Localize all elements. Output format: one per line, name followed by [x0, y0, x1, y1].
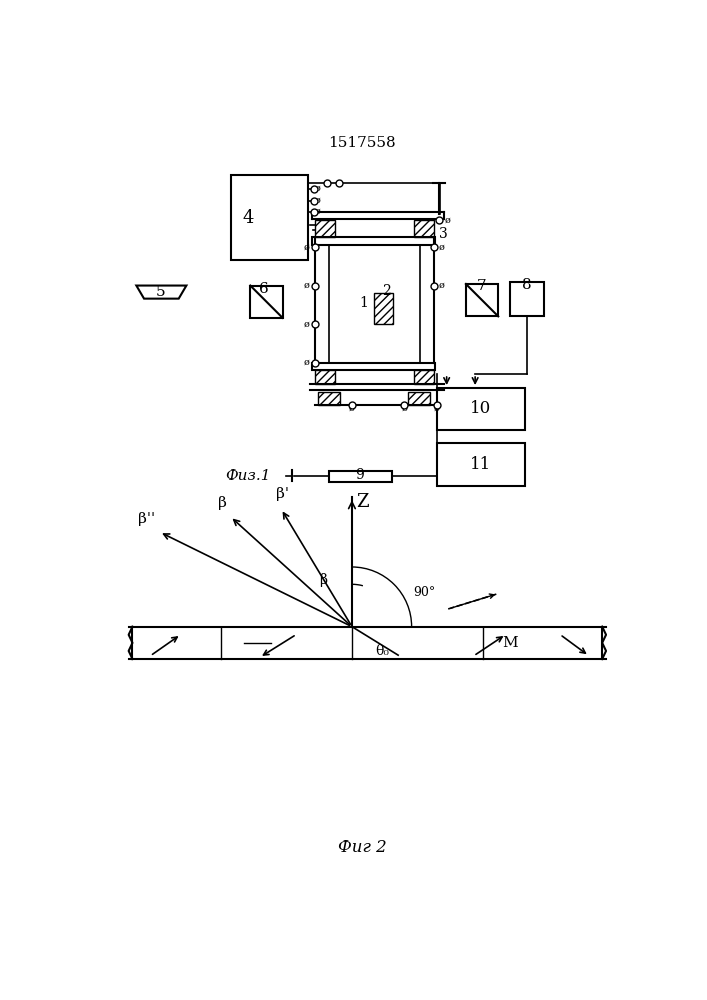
Text: 9: 9: [355, 468, 364, 482]
Text: ø: ø: [314, 184, 320, 193]
Text: 1: 1: [359, 296, 368, 310]
Text: 7: 7: [477, 279, 486, 293]
Bar: [312, 363, 435, 370]
Text: ø: ø: [314, 207, 320, 216]
Text: ø: ø: [314, 196, 320, 205]
Text: Фиг 2: Фиг 2: [337, 839, 386, 856]
Bar: [466, 284, 498, 316]
Text: 11: 11: [470, 456, 491, 473]
Text: 4: 4: [243, 209, 254, 227]
Text: 90°: 90°: [414, 586, 436, 599]
Bar: [510, 282, 544, 316]
Bar: [414, 370, 433, 384]
Bar: [437, 388, 525, 430]
Text: ø: ø: [324, 178, 329, 187]
Bar: [250, 286, 283, 318]
Text: ø: ø: [433, 403, 440, 412]
Bar: [437, 443, 525, 486]
Text: 3: 3: [439, 227, 448, 241]
Bar: [329, 471, 392, 482]
Bar: [315, 220, 335, 237]
Bar: [373, 293, 393, 324]
Text: Z: Z: [356, 493, 369, 511]
Text: ø: ø: [402, 403, 407, 412]
Text: ø: ø: [304, 358, 310, 367]
Text: β': β': [276, 487, 289, 501]
Text: β: β: [319, 573, 327, 587]
Text: 6: 6: [259, 282, 269, 296]
Bar: [414, 220, 433, 237]
Text: ø: ø: [439, 243, 445, 252]
Text: 10: 10: [470, 400, 491, 417]
Bar: [312, 237, 435, 245]
Text: θ₀: θ₀: [375, 644, 389, 658]
Text: ø: ø: [304, 320, 310, 329]
Text: β: β: [218, 496, 226, 510]
Text: M: M: [502, 636, 518, 650]
Bar: [231, 175, 308, 260]
Text: β'': β'': [139, 512, 156, 526]
Text: 5: 5: [156, 285, 166, 299]
Text: 2: 2: [382, 284, 391, 298]
Text: ø: ø: [444, 216, 450, 225]
Bar: [318, 392, 339, 405]
Text: 8: 8: [522, 278, 532, 292]
Text: Физ.1: Физ.1: [226, 469, 271, 483]
Text: ø: ø: [439, 281, 445, 290]
Text: ø: ø: [336, 178, 341, 187]
Bar: [315, 370, 335, 384]
Text: ø: ø: [304, 281, 310, 290]
Text: ø: ø: [304, 243, 310, 252]
Text: ø: ø: [349, 403, 355, 412]
Bar: [408, 392, 430, 405]
Text: 1517558: 1517558: [328, 136, 396, 150]
